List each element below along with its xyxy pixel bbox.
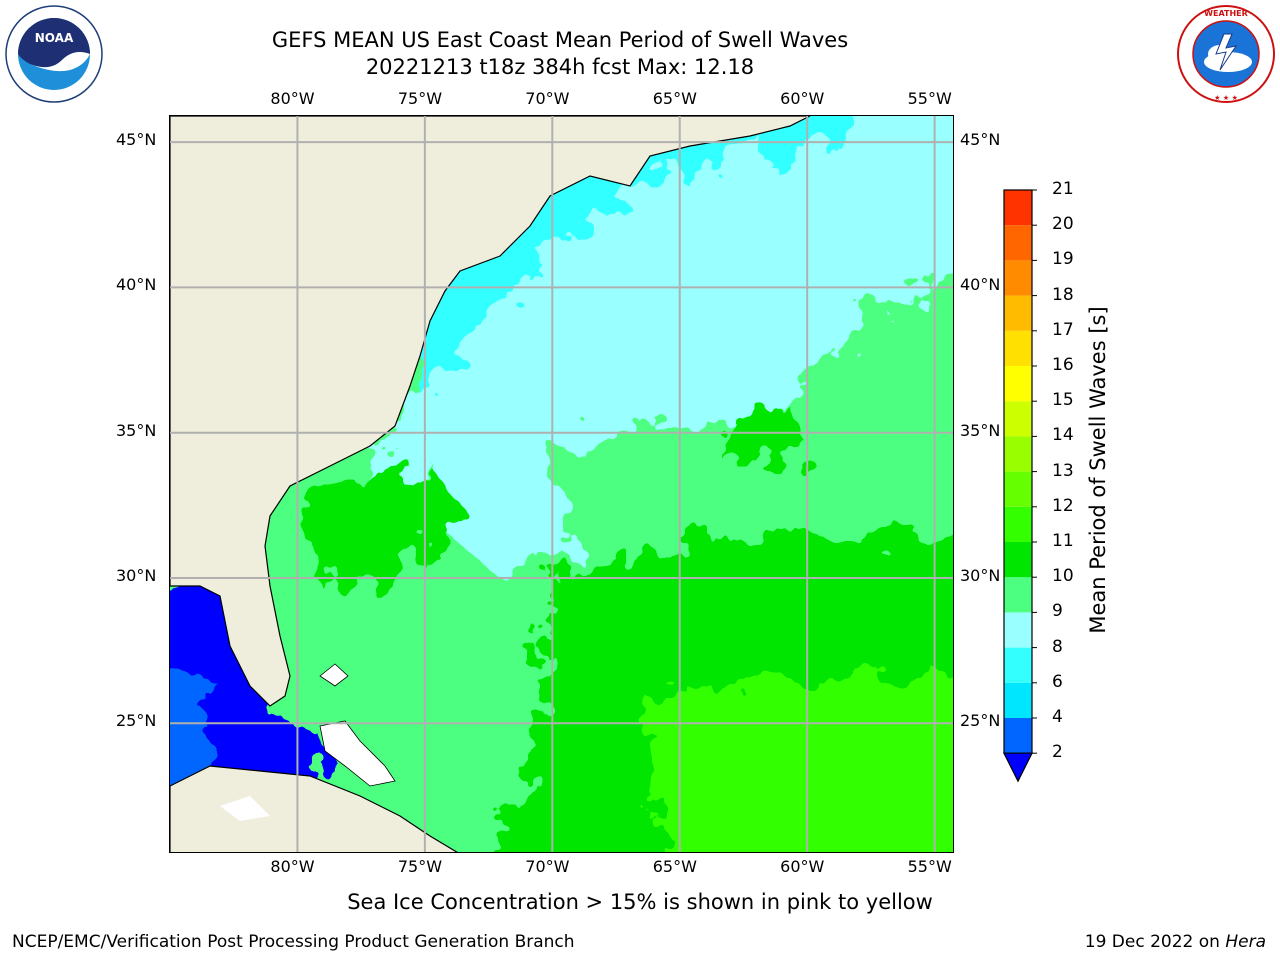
colorbar-tick-label: 20 [1052,214,1074,235]
colorbar-segment [1004,225,1032,261]
lon-label-top: 75°W [397,89,443,108]
colorbar-segment [1004,471,1032,507]
lon-label-bottom: 75°W [397,857,443,876]
lat-label-right: 40°N [960,275,1001,295]
colorbar-tick-label: 19 [1052,249,1074,270]
colorbar-tick-label: 10 [1052,566,1074,587]
colorbar-segment [1004,718,1032,754]
lat-label-right: 35°N [960,420,1001,440]
colorbar-tick-label: 18 [1052,284,1074,305]
land-north-america [170,116,811,707]
colorbar-tick-label: 13 [1052,460,1074,481]
land-cuba [170,765,458,852]
nws-logo: WEATHER ★ ★ ★ [1177,5,1275,103]
colorbar-segment [1004,436,1032,472]
colorbar-tick-label: 14 [1052,425,1074,446]
colorbar-tick-label: 4 [1052,707,1063,727]
lon-label-top: 70°W [525,89,570,108]
lat-label-left: 25°N [116,711,157,731]
colorbar-tick-label: 17 [1052,319,1074,340]
colorbar-tick-label: 11 [1052,531,1074,551]
colorbar-segment [1004,260,1032,296]
footer-credit: NCEP/EMC/Verification Post Processing Pr… [12,932,575,952]
colorbar-segment [1004,647,1032,683]
noaa-logo: NOAA [5,5,103,103]
colorbar [1003,189,1037,783]
swell-period-map [170,116,953,852]
colorbar-segment [1004,190,1032,226]
lon-label-bottom: 55°W [907,857,952,876]
lat-label-right: 30°N [960,565,1001,585]
footer-date: 19 Dec 2022 on Hera [1084,932,1266,952]
colorbar-tick-label: 12 [1052,495,1074,516]
colorbar-segment [1004,682,1032,718]
lon-label-bottom: 80°W [270,857,315,876]
colorbar-segment [1004,366,1032,402]
colorbar-segment [1004,506,1032,542]
lon-label-bottom: 60°W [780,857,825,876]
chart-subtitle: 20221213 t18z 384h fcst Max: 12.18 [365,55,755,79]
lat-label-left: 40°N [116,275,157,295]
colorbar-tick-label: 21 [1052,179,1074,199]
lon-label-top: 60°W [780,89,825,108]
svg-text:★ ★ ★: ★ ★ ★ [1214,94,1238,102]
colorbar-segment [1004,542,1032,578]
colorbar-tick-label: 6 [1052,671,1063,692]
svg-text:NOAA: NOAA [35,31,74,45]
colorbar-segment [1004,330,1032,366]
colorbar-tick-label: 2 [1052,742,1063,763]
svg-text:WEATHER: WEATHER [1204,9,1248,18]
chart-title: GEFS MEAN US East Coast Mean Period of S… [271,28,849,52]
map-panel [169,115,954,853]
lon-label-top: 65°W [652,89,697,108]
colorbar-tick-label: 8 [1052,636,1063,657]
colorbar-extend-arrow [1003,752,1033,783]
lon-label-top: 80°W [270,89,315,108]
colorbar-tick-label: 15 [1052,390,1074,411]
lon-label-bottom: 70°W [525,857,570,876]
lat-label-left: 30°N [116,565,157,585]
bahamas-nodata [319,720,396,787]
colorbar-label: Mean Period of Swell Waves [s] [1086,306,1110,634]
colorbar-segment [1004,401,1032,437]
lon-label-bottom: 65°W [652,857,697,876]
colorbar-segment [1004,577,1032,613]
lat-label-right: 25°N [960,711,1001,731]
colorbar-tick-label: 16 [1052,355,1074,375]
lat-label-right: 45°N [960,130,1001,150]
sea-ice-caption: Sea Ice Concentration > 15% is shown in … [347,890,933,914]
colorbar-tick-label: 9 [1052,601,1063,622]
lat-label-left: 45°N [116,130,157,150]
colorbar-segment [1004,612,1032,648]
lon-label-top: 55°W [907,89,952,108]
colorbar-segment [1004,295,1032,331]
lat-label-left: 35°N [116,420,157,440]
